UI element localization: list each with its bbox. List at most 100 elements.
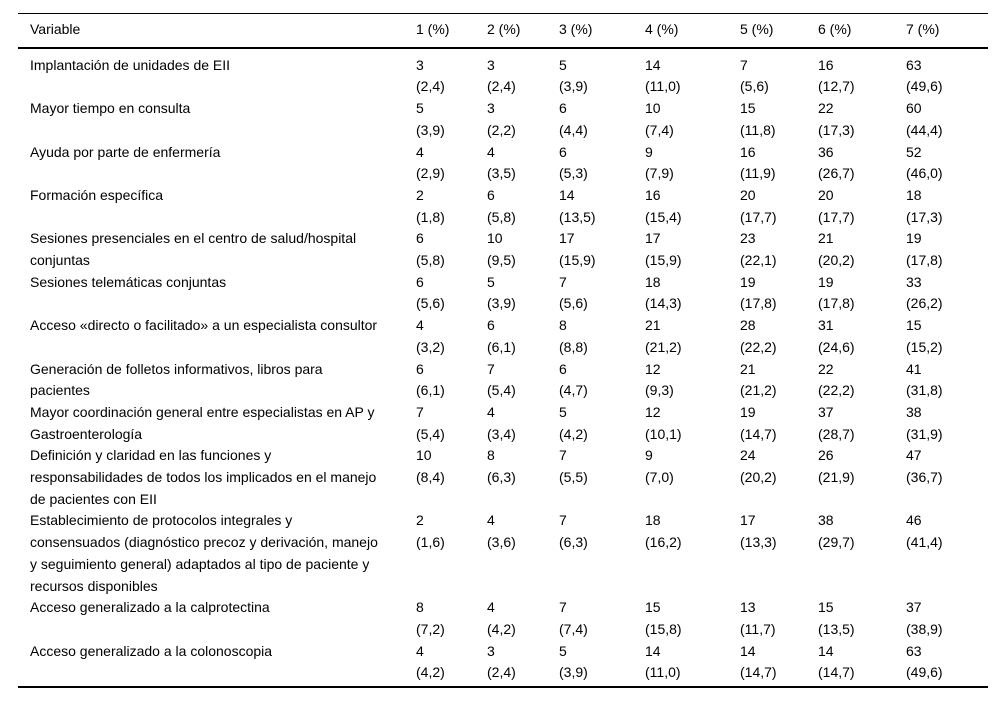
column-header-2: 2 (%) [487,13,559,49]
value-cell: 4 (3,4) [487,402,559,445]
percent-value: (49,6) [906,78,943,95]
count-value: 3 [487,56,495,73]
value-cell: 5 (3,9) [416,98,487,141]
row-label: Mayor coordinación general entre especia… [30,403,375,442]
header-row: Variable 1 (%) 2 (%) 3 (%) 4 (%) 5 (%) 6… [18,13,988,49]
value-cell: 17 (15,9) [559,228,645,271]
count-value: 7 [559,447,567,464]
value-cell: 24 (20,2) [740,445,818,510]
value-cell: 37 (28,7) [818,402,906,445]
value-cell: 52 (46,0) [906,142,988,185]
percent-value: (14,7) [740,425,777,442]
count-value: 8 [559,317,567,334]
value-cell: 38 (29,7) [818,510,906,597]
row-label: Acceso «directo o facilitado» a un espec… [30,317,378,334]
value-cell: 37 (38,9) [906,597,988,640]
table-row: Sesiones presenciales en el centro de sa… [18,228,988,271]
percent-value: (10,1) [645,425,682,442]
value-cell: 7 (5,6) [740,48,818,98]
value-cell: 17 (13,3) [740,510,818,597]
percent-value: (12,7) [818,78,855,95]
value-cell: 19 (14,7) [740,402,818,445]
value-cell: 6 (6,1) [416,359,487,402]
value-cell: 8 (7,2) [416,597,487,640]
value-cell: 19 (17,8) [906,228,988,271]
column-header-1: 1 (%) [416,13,487,49]
percent-value: (2,2) [487,121,516,138]
percent-value: (46,0) [906,165,943,182]
count-value: 15 [906,317,922,334]
count-value: 63 [906,56,922,73]
count-value: 6 [559,360,567,377]
row-label: Generación de folletos informativos, lib… [30,360,323,399]
value-cell: 18 (16,2) [645,510,740,597]
count-value: 52 [906,143,922,160]
count-value: 23 [740,230,756,247]
value-cell: 6 (6,1) [487,315,559,358]
count-value: 4 [487,599,495,616]
value-cell: 63 (49,6) [906,641,988,687]
row-label: Acceso generalizado a la colonoscopia [30,642,273,659]
table-row: Acceso generalizado a la calprotectina 8 (… [18,597,988,640]
percent-value: (4,7) [559,382,588,399]
count-value: 6 [416,360,424,377]
percent-value: (17,3) [906,208,943,225]
value-cell: 15 (11,8) [740,98,818,141]
value-cell: 8 (8,8) [559,315,645,358]
value-cell: 16 (11,9) [740,142,818,185]
percent-value: (4,2) [487,620,516,637]
count-value: 6 [416,230,424,247]
value-cell: 9 (7,9) [645,142,740,185]
percent-value: (8,8) [559,338,588,355]
percent-value: (3,9) [487,295,516,312]
count-value: 21 [645,317,661,334]
value-cell: 6 (5,8) [416,228,487,271]
count-value: 4 [487,512,495,529]
count-value: 46 [906,512,922,529]
value-cell: 4 (3,6) [487,510,559,597]
percent-value: (15,4) [645,208,682,225]
table-row: Generación de folletos informativos, lib… [18,359,988,402]
percent-value: (11,9) [740,165,776,182]
value-cell: 7 (5,4) [487,359,559,402]
percent-value: (6,1) [416,382,445,399]
percent-value: (20,2) [740,469,777,486]
count-value: 6 [487,186,495,203]
value-cell: 63 (49,6) [906,48,988,98]
table-body: Implantación de unidades de EII 3 (2,4) 3 (2… [18,48,988,687]
value-cell: 7 (7,4) [559,597,645,640]
value-cell: 33 (26,2) [906,272,988,315]
percent-value: (11,7) [740,620,776,637]
table-row: Mayor tiempo en consulta 5 (3,9) 3 (2,2) 6 (4,… [18,98,988,141]
percent-value: (11,8) [740,121,776,138]
percent-value: (11,0) [645,78,681,95]
value-cell: 21 (21,2) [740,359,818,402]
value-cell: 26 (21,9) [818,445,906,510]
percent-value: (2,4) [416,78,445,95]
percent-value: (3,9) [559,78,588,95]
count-value: 26 [818,447,834,464]
percent-value: (15,9) [559,252,596,269]
percent-value: (6,3) [487,469,516,486]
percent-value: (24,6) [818,338,855,355]
column-header-4: 4 (%) [645,13,740,49]
count-value: 10 [416,447,432,464]
value-cell: 8 (6,3) [487,445,559,510]
percent-value: (14,7) [818,664,855,681]
percent-value: (26,7) [818,165,855,182]
count-value: 17 [645,230,661,247]
value-cell: 3 (2,4) [416,48,487,98]
percent-value: (28,7) [818,425,855,442]
value-cell: 36 (26,7) [818,142,906,185]
value-cell: 46 (41,4) [906,510,988,597]
percent-value: (7,4) [645,121,674,138]
value-cell: 22 (17,3) [818,98,906,141]
table-row: Definición y claridad en las funciones y… [18,445,988,510]
count-value: 7 [416,403,424,420]
count-value: 33 [906,273,922,290]
value-cell: 6 (4,4) [559,98,645,141]
percent-value: (21,2) [645,338,682,355]
count-value: 10 [487,230,503,247]
percent-value: (1,8) [416,208,445,225]
percent-value: (5,8) [416,252,445,269]
